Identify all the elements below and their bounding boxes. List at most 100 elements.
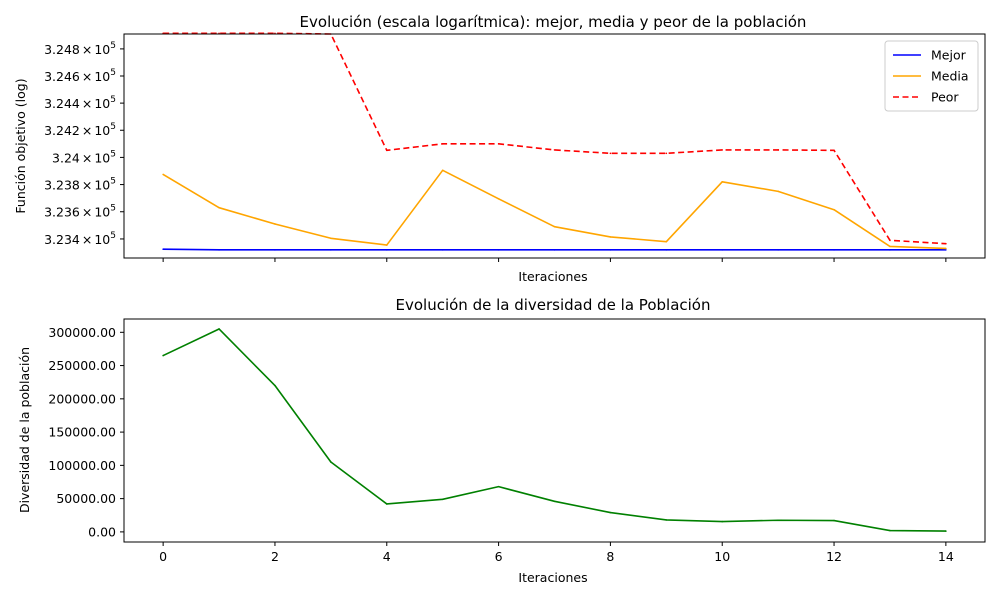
bottom-x-tick-label: 2 xyxy=(271,549,279,564)
data-point-media xyxy=(162,173,164,176)
bottom-x-tick-label: 0 xyxy=(159,549,167,564)
bottom-x-tick-label: 8 xyxy=(606,549,614,564)
data-point-media xyxy=(553,225,556,228)
data-point-peor xyxy=(945,242,947,245)
data-point-diversity xyxy=(441,498,444,501)
top-y-tick-label: 3.244 × 105 xyxy=(44,95,116,111)
tick-exponent: 5 xyxy=(110,68,116,78)
tick-multiplier: × xyxy=(82,178,92,193)
tick-exponent: 5 xyxy=(110,95,116,105)
top-y-tick-label: 3.234 × 105 xyxy=(44,231,116,247)
tick-mantissa: 3.244 xyxy=(44,96,80,111)
data-point-diversity xyxy=(945,530,947,532)
data-point-diversity xyxy=(385,503,388,505)
bottom-chart: Evolución de la diversidad de la Poblaci… xyxy=(17,296,986,585)
data-point-media xyxy=(833,208,835,211)
data-point-mejor xyxy=(330,249,332,251)
tick-exponent: 5 xyxy=(110,122,116,132)
top-y-tick-label: 3.24 × 105 xyxy=(52,149,116,165)
bottom-x-axis-label: Iteraciones xyxy=(518,570,587,585)
tick-multiplier: × xyxy=(82,205,92,220)
tick-mantissa: 3.246 xyxy=(44,69,80,84)
tick-multiplier: × xyxy=(82,123,92,138)
data-point-media xyxy=(441,169,444,172)
bottom-y-axis-label: Diversidad de la población xyxy=(17,347,32,513)
data-point-diversity xyxy=(665,519,668,521)
data-point-mejor xyxy=(553,249,556,251)
tick-exponent: 5 xyxy=(110,204,116,214)
tick-mantissa: 3.238 xyxy=(44,178,80,193)
data-point-peor xyxy=(665,152,668,155)
data-point-media xyxy=(218,206,220,209)
tick-multiplier: × xyxy=(82,69,92,84)
data-point-mejor xyxy=(162,248,164,250)
tick-base: 10 xyxy=(94,232,110,247)
data-point-media xyxy=(945,247,947,250)
data-point-mejor xyxy=(721,249,724,251)
bottom-x-tick-label: 10 xyxy=(714,549,730,564)
bottom-y-tick-label: 100000.00 xyxy=(48,458,116,473)
legend-label-peor: Peor xyxy=(931,90,959,105)
data-point-diversity xyxy=(330,461,332,463)
tick-mantissa: 3.234 xyxy=(44,232,80,247)
bottom-y-tick-label: 250000.00 xyxy=(48,358,116,373)
tick-base: 10 xyxy=(94,150,110,165)
data-point-media xyxy=(330,237,332,240)
legend: Mejor Media Peor xyxy=(884,40,979,112)
bottom-y-tick-label: 200000.00 xyxy=(48,391,116,406)
data-point-media xyxy=(274,223,276,225)
data-point-peor xyxy=(553,149,556,151)
data-point-diversity xyxy=(162,354,164,357)
data-point-mejor xyxy=(497,249,500,251)
data-point-mejor xyxy=(441,249,444,251)
legend-label-media: Media xyxy=(931,69,969,84)
data-point-diversity xyxy=(889,529,891,532)
data-point-peor xyxy=(777,149,779,151)
data-point-mejor xyxy=(218,249,220,251)
top-y-axis-label: Función objetivo (log) xyxy=(13,78,28,213)
tick-exponent: 5 xyxy=(110,41,116,51)
bottom-y-tick-label: 0.00 xyxy=(88,524,116,539)
tick-mantissa: 3.24 xyxy=(52,150,80,165)
data-point-mejor xyxy=(889,249,891,251)
data-point-diversity xyxy=(777,519,779,522)
tick-mantissa: 3.242 xyxy=(44,123,80,138)
data-point-mejor xyxy=(945,249,947,251)
bottom-x-tick-label: 12 xyxy=(826,549,842,564)
bottom-x-tick-label: 6 xyxy=(495,549,503,564)
tick-base: 10 xyxy=(94,69,110,84)
data-point-diversity xyxy=(274,384,276,387)
top-y-tick-label: 3.238 × 105 xyxy=(44,177,116,193)
tick-exponent: 5 xyxy=(110,177,116,187)
data-point-media xyxy=(721,181,724,183)
tick-multiplier: × xyxy=(82,96,92,111)
top-y-tick-label: 3.248 × 105 xyxy=(44,41,116,57)
data-point-peor xyxy=(721,149,724,151)
bottom-y-tick-label: 50000.00 xyxy=(56,491,116,506)
top-y-tick-label: 3.236 × 105 xyxy=(44,204,116,220)
tick-mantissa: 3.236 xyxy=(44,205,80,220)
bottom-x-tick-label: 14 xyxy=(938,549,954,564)
data-point-diversity xyxy=(609,511,612,514)
data-point-mejor xyxy=(833,249,835,251)
data-point-mejor xyxy=(777,249,779,251)
tick-base: 10 xyxy=(94,123,110,138)
bottom-chart-title: Evolución de la diversidad de la Poblaci… xyxy=(396,296,711,314)
bottom-plot-frame xyxy=(123,318,986,543)
tick-exponent: 5 xyxy=(110,149,116,159)
tick-base: 10 xyxy=(94,178,110,193)
data-point-media xyxy=(385,244,388,246)
tick-multiplier: × xyxy=(82,42,92,57)
data-point-media xyxy=(889,245,891,248)
data-point-media xyxy=(777,190,779,193)
data-point-diversity xyxy=(497,485,500,488)
bottom-plot-area: 0 2 4 6 8 10 12 14 0.00 50000.00 100000.00 150000.0… xyxy=(48,325,953,564)
data-point-mejor xyxy=(385,249,388,251)
tick-base: 10 xyxy=(94,205,110,220)
data-point-diversity xyxy=(833,519,835,522)
tick-mantissa: 3.248 xyxy=(44,42,80,57)
data-point-peor xyxy=(497,143,500,145)
top-chart: Evolución (escala logarítmica): mejor, m… xyxy=(13,13,986,284)
